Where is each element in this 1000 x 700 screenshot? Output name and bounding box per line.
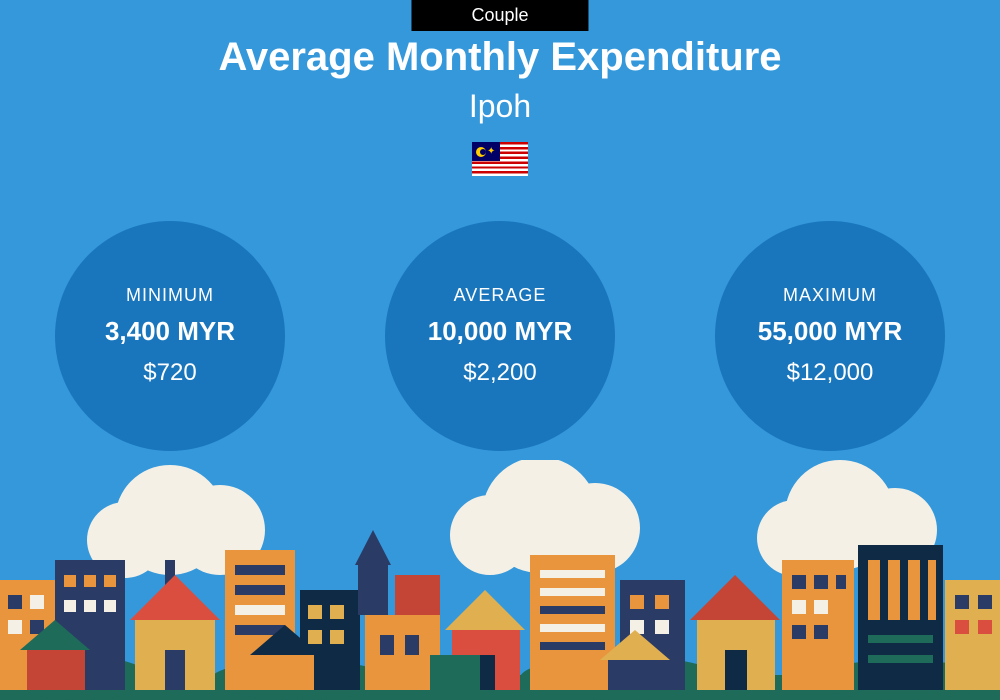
category-badge: Couple bbox=[411, 0, 588, 31]
stat-usd: $2,200 bbox=[463, 359, 536, 387]
stat-usd: $12,000 bbox=[787, 359, 874, 387]
stat-minimum: MINIMUM 3,400 MYR $720 bbox=[55, 221, 285, 451]
stat-value: 10,000 MYR bbox=[428, 316, 573, 347]
stat-label: AVERAGE bbox=[454, 285, 547, 306]
stats-row: MINIMUM 3,400 MYR $720 AVERAGE 10,000 MY… bbox=[0, 221, 1000, 451]
malaysia-flag-icon: ✦ bbox=[472, 142, 528, 176]
stat-label: MAXIMUM bbox=[783, 285, 877, 306]
page-title: Average Monthly Expenditure bbox=[0, 35, 1000, 80]
cityscape-illustration bbox=[0, 460, 1000, 700]
stat-usd: $720 bbox=[143, 359, 196, 387]
stat-maximum: MAXIMUM 55,000 MYR $12,000 bbox=[715, 221, 945, 451]
stat-value: 3,400 MYR bbox=[105, 316, 235, 347]
city-name: Ipoh bbox=[0, 88, 1000, 125]
stat-label: MINIMUM bbox=[126, 285, 214, 306]
stat-average: AVERAGE 10,000 MYR $2,200 bbox=[385, 221, 615, 451]
stat-value: 55,000 MYR bbox=[758, 316, 903, 347]
